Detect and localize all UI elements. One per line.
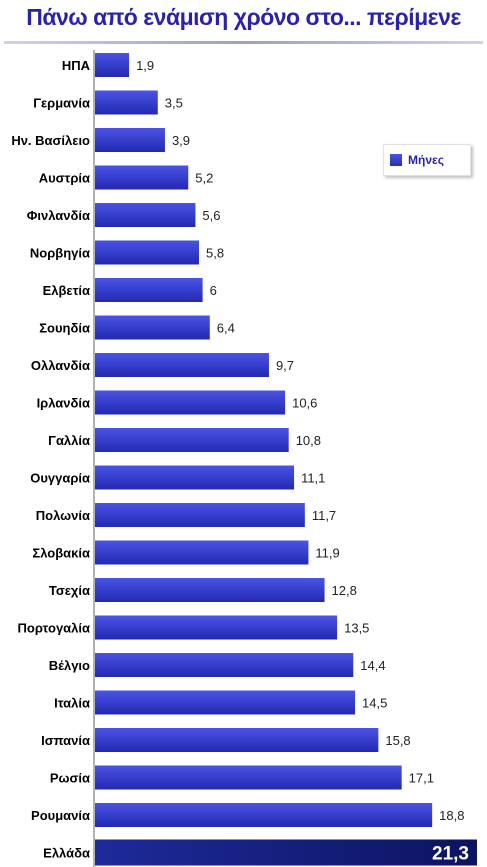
bar-10: [95, 428, 289, 452]
category-label: Φινλανδία: [27, 208, 90, 223]
bar-11: [95, 465, 295, 490]
bar-6: [95, 278, 203, 302]
bar-17: [95, 690, 356, 715]
category-label: Ισπανία: [41, 733, 90, 748]
bar-21: [95, 839, 477, 866]
value-label: 9,7: [276, 358, 294, 373]
bar-5: [95, 240, 200, 265]
value-label: 6,4: [217, 321, 235, 336]
category-label: Σουηδία: [39, 321, 90, 336]
category-label: Ελβετία: [43, 283, 90, 298]
value-label: 14,5: [362, 696, 387, 711]
category-label: Βέλγιο: [49, 658, 90, 673]
bar-1: [95, 90, 158, 115]
bar-9: [95, 390, 286, 415]
bar-13: [95, 540, 309, 565]
value-label: 21,3: [432, 844, 469, 865]
value-label: 10,6: [292, 396, 317, 411]
value-label: 18,8: [439, 808, 464, 823]
legend-swatch: [390, 154, 402, 166]
bar-3: [95, 165, 189, 190]
legend-label: Μήνες: [408, 153, 444, 167]
category-label: Τσεχία: [49, 583, 90, 598]
value-label: 14,4: [360, 658, 385, 673]
category-label: Ιταλία: [54, 696, 90, 711]
value-label: 5,6: [202, 208, 220, 223]
value-label: 6: [210, 283, 217, 298]
category-label: Πολωνία: [36, 508, 90, 523]
category-label: Ρωσία: [50, 771, 90, 786]
category-label: Γαλλία: [48, 433, 90, 448]
value-label: 17,1: [409, 771, 434, 786]
value-label: 5,8: [206, 246, 224, 261]
value-label: 3,9: [172, 133, 190, 148]
bar-8: [95, 353, 269, 377]
category-label: Ολλανδία: [31, 358, 90, 373]
value-label: 5,2: [195, 171, 213, 186]
value-label: 15,8: [385, 733, 410, 748]
category-label: Ρουμανία: [31, 808, 90, 823]
bar-16: [95, 653, 354, 677]
category-label: Ιρλανδία: [37, 396, 90, 411]
bar-20: [95, 803, 433, 827]
value-label: 11,1: [301, 471, 325, 486]
bar-18: [95, 728, 379, 752]
title-divider: [4, 41, 483, 44]
bar-14: [95, 578, 325, 602]
category-label: Ουγγαρία: [30, 471, 90, 486]
category-label: Αυστρία: [39, 171, 90, 186]
bar-15: [95, 615, 338, 640]
category-label: ΗΠΑ: [62, 58, 91, 73]
bar-19: [95, 765, 402, 790]
legend: Μήνες: [383, 144, 471, 176]
category-label: Σλοβακία: [32, 546, 90, 561]
bar-2: [95, 128, 165, 152]
category-label: Πορτογαλία: [18, 621, 90, 636]
value-label: 13,5: [344, 621, 369, 636]
bar-0: [95, 53, 130, 77]
value-label: 1,9: [136, 58, 154, 73]
value-label: 12,8: [332, 583, 357, 598]
value-label: 3,5: [165, 96, 183, 111]
category-label: Ελλάδα: [43, 846, 90, 861]
bar-7: [95, 315, 210, 340]
bar-12: [95, 503, 305, 527]
category-label: Ην. Βασίλειο: [11, 133, 90, 148]
value-label: 11,9: [315, 546, 339, 561]
value-label: 11,7: [312, 508, 336, 523]
category-label: Νορβηγία: [30, 246, 90, 261]
category-label: Γερμανία: [33, 96, 90, 111]
bar-4: [95, 203, 196, 227]
value-label: 10,8: [296, 433, 321, 448]
chart-title: Πάνω από ενάμιση χρόνο στο... περίμενε: [26, 4, 461, 30]
